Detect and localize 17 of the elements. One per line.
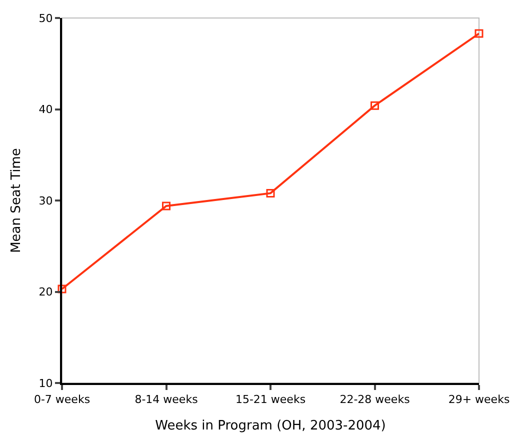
y-tick-label: 30 — [38, 194, 53, 208]
y-tick-label: 10 — [38, 376, 53, 390]
x-tick-label: 29+ weeks — [448, 393, 510, 406]
x-tick-label: 22-28 weeks — [340, 393, 410, 406]
point — [266, 188, 275, 198]
point — [474, 29, 484, 38]
x-tick-label: 8-14 weeks — [134, 393, 198, 406]
point — [58, 284, 66, 294]
y-tick-label: 50 — [38, 12, 53, 25]
x-tick-label: 15-21 weeks — [235, 393, 306, 406]
y-tick-label: 40 — [38, 103, 53, 116]
point — [370, 101, 379, 110]
point — [162, 202, 170, 210]
x-axis-title: Weeks in Program (OH, 2003-2004) — [155, 418, 386, 434]
y-axis-title: Mean Seat Time — [9, 148, 24, 253]
x-tick-label: 0-7 weeks — [34, 393, 90, 406]
y-tick-label: 20 — [38, 286, 53, 299]
